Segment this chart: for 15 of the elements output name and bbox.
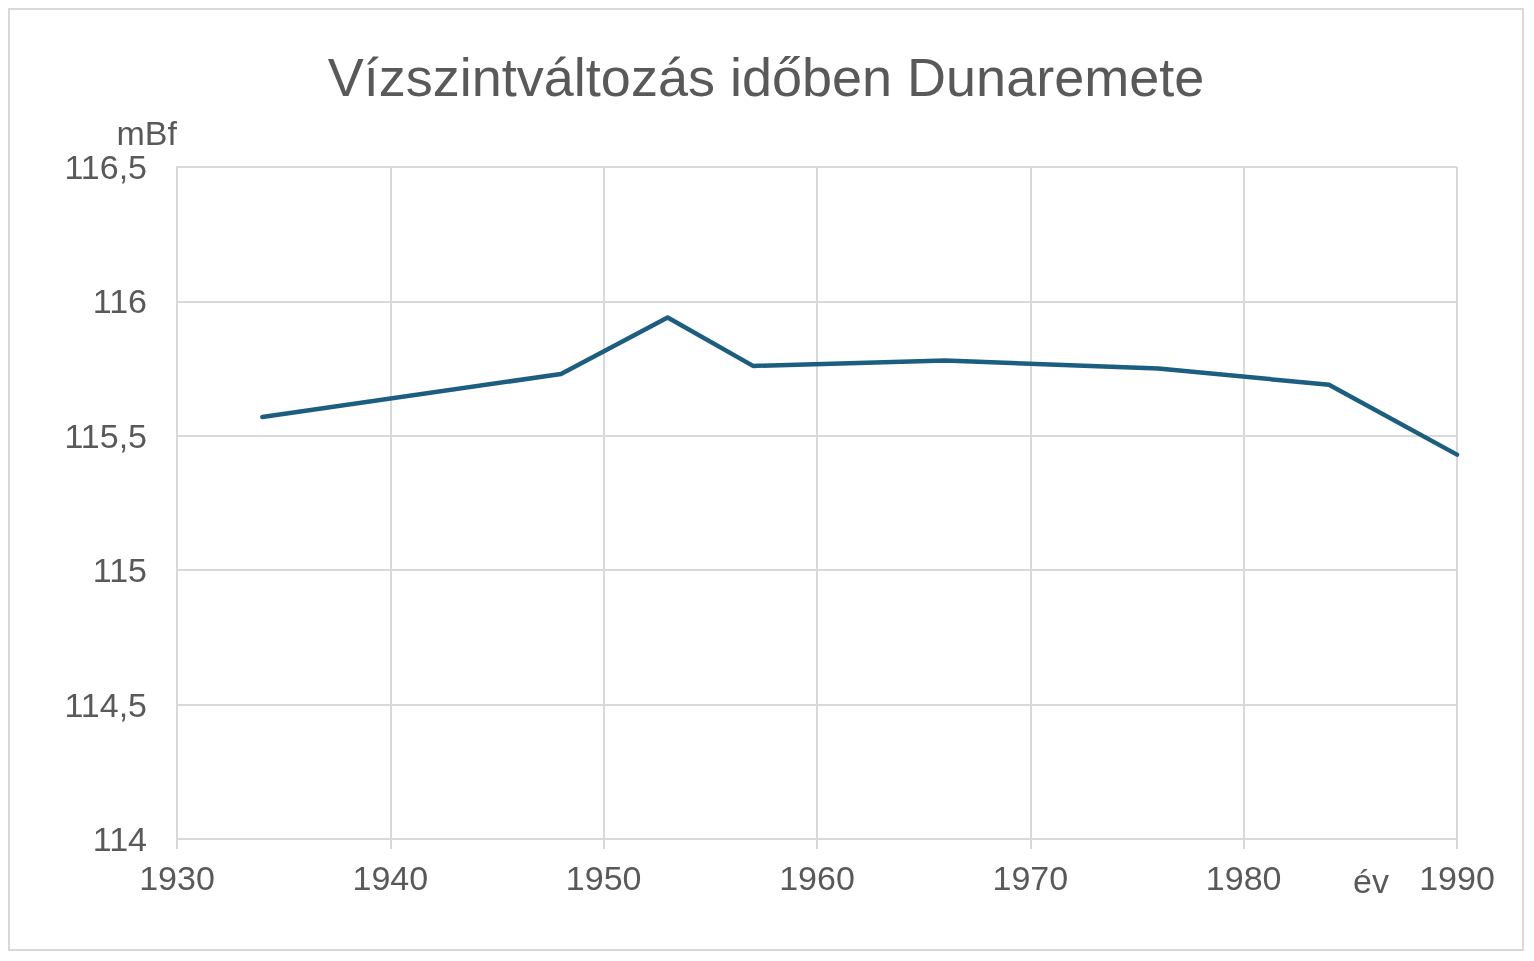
line-series (260, 315, 1460, 457)
x-axis-title: év (1353, 862, 1389, 900)
x-tick-label: 1970 (992, 859, 1069, 897)
y-tick-label: 114 (92, 820, 147, 858)
y-tick-label: 115 (92, 551, 147, 590)
chart-title: Vízszintváltozás időben Dunaremete (327, 47, 1205, 107)
y-tick-label: 115,5 (64, 416, 147, 455)
y-tick-label: 116 (92, 282, 147, 321)
x-tick-label: 1930 (139, 859, 215, 897)
x-tick-label: 1950 (565, 859, 642, 897)
x-tick-label: 1940 (352, 859, 429, 897)
x-tick-label: 1980 (1205, 859, 1282, 897)
x-tick-label: 1990 (1419, 859, 1495, 897)
y-tick-label: 114,5 (64, 685, 147, 724)
x-tick-label: 1960 (779, 859, 855, 897)
